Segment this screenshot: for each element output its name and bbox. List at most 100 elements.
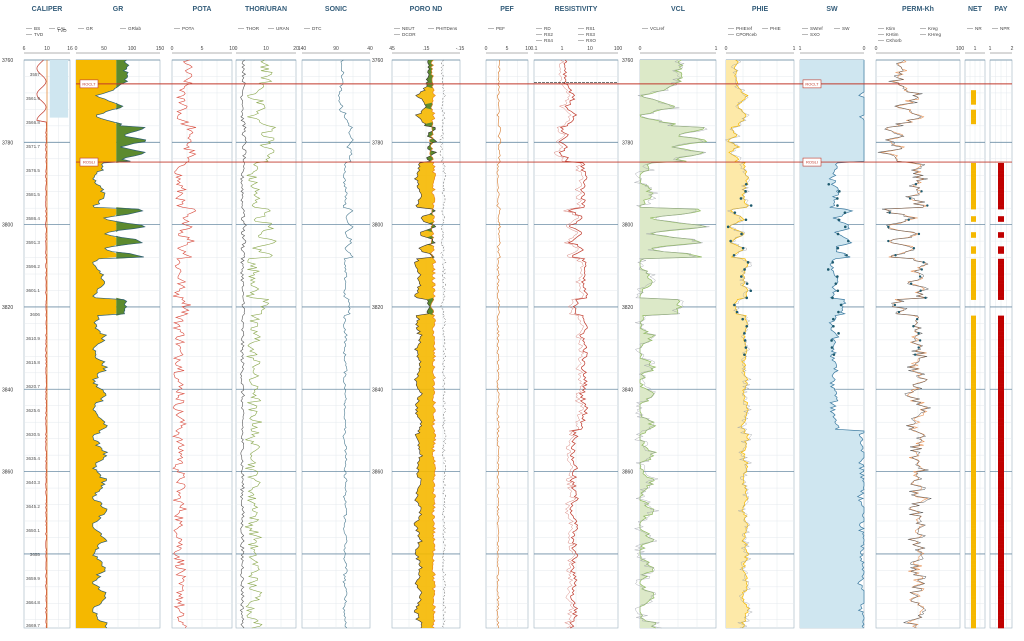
pay-flag xyxy=(998,567,1004,570)
net-flag xyxy=(971,436,976,439)
net-flag xyxy=(971,354,976,357)
net-flag xyxy=(971,411,976,414)
net-flag xyxy=(971,505,976,508)
net-flag xyxy=(971,170,976,173)
core-porosity-point xyxy=(732,253,736,257)
pota-curve xyxy=(172,59,197,629)
net-flag xyxy=(971,537,976,540)
net-flag xyxy=(971,610,976,613)
scale-label: 150 xyxy=(156,46,165,52)
pay-flag xyxy=(998,328,1004,331)
net-flag xyxy=(971,580,976,583)
scale-label: 1 xyxy=(989,46,992,52)
core-porosity-point xyxy=(741,317,744,321)
pay-flag xyxy=(998,446,1004,450)
pay-flag xyxy=(998,340,1004,343)
pay-flag xyxy=(998,533,1004,536)
net-flag xyxy=(971,441,976,444)
pay-flag xyxy=(998,491,1004,494)
net-flag xyxy=(971,477,976,480)
pay-flag xyxy=(998,470,1004,473)
pay-flag xyxy=(998,620,1004,623)
dtc-curve xyxy=(338,59,354,629)
thor-curve xyxy=(244,59,277,629)
net-flag xyxy=(971,194,976,197)
pay-flag xyxy=(998,189,1004,192)
sw-curve xyxy=(828,60,865,629)
legend-label-rs3: RS3 xyxy=(586,32,595,37)
core-sw-point xyxy=(843,211,847,214)
legend-label-npr: NPR xyxy=(1000,26,1010,31)
core-sw-point xyxy=(831,317,835,321)
net-flag xyxy=(971,322,976,325)
net-flag xyxy=(971,457,976,460)
net-flag xyxy=(971,620,976,623)
legend-label-rd: RD xyxy=(544,26,551,31)
net-flag xyxy=(971,551,976,554)
net-flag xyxy=(971,164,976,167)
net-flag xyxy=(971,535,976,538)
core-porosity-point xyxy=(744,346,748,349)
net-flag xyxy=(971,617,976,620)
legend-label-tvd: TVD xyxy=(34,32,44,37)
net-flag xyxy=(971,122,976,125)
pay-flag xyxy=(998,466,1004,469)
net-flag xyxy=(971,344,976,347)
pay-flag xyxy=(998,297,1004,300)
net-flag xyxy=(971,246,976,249)
net-flag xyxy=(971,196,976,199)
net-flag xyxy=(971,296,976,299)
net-flag xyxy=(971,260,976,263)
net-flag xyxy=(971,446,976,450)
net-flag xyxy=(971,102,976,105)
pay-flag xyxy=(998,601,1004,604)
track-title-pota: POTA xyxy=(193,6,212,13)
pay-flag xyxy=(998,459,1004,462)
net-flag xyxy=(971,613,976,616)
depth-tick-label: 3860 xyxy=(622,470,633,476)
pay-flag xyxy=(998,372,1004,375)
zone-label-box xyxy=(79,157,99,167)
pay-flag xyxy=(998,345,1004,348)
pay-flag xyxy=(998,489,1004,492)
pay-flag xyxy=(998,503,1004,506)
depth-tick-label: 3820 xyxy=(622,305,633,311)
scale-label: 1 xyxy=(799,46,802,52)
net-flag xyxy=(971,420,976,423)
pay-flag xyxy=(998,288,1004,292)
net-flag xyxy=(971,606,976,609)
net-flag xyxy=(971,422,976,425)
pay-flag xyxy=(998,525,1004,528)
pay-flag xyxy=(998,388,1004,391)
zone-label: ROCLT xyxy=(82,81,96,86)
pay-flag xyxy=(998,415,1004,418)
scale-label: 10 xyxy=(587,46,593,52)
pay-flag xyxy=(998,494,1004,497)
net-flag xyxy=(971,558,976,561)
pay-flag xyxy=(998,354,1004,357)
pay-flag xyxy=(998,477,1004,480)
neut-curve xyxy=(413,59,438,629)
pay-flag xyxy=(998,510,1004,513)
core-perm-point xyxy=(897,310,901,314)
net-flag xyxy=(971,443,976,446)
scale-label: 40 xyxy=(367,46,373,52)
core-sw-point xyxy=(826,268,830,271)
pay-flag xyxy=(998,521,1004,524)
net-flag xyxy=(971,372,976,375)
pay-flag xyxy=(998,486,1004,489)
net-flag xyxy=(971,189,976,192)
net-flag xyxy=(971,475,976,478)
tvd-label: 3664.8 xyxy=(26,600,40,605)
core-sw-point xyxy=(838,190,841,193)
core-perm-point xyxy=(887,225,890,229)
pay-flag xyxy=(998,555,1004,558)
net-flag xyxy=(971,162,976,166)
gr-sand-fill xyxy=(76,60,117,628)
net-flag xyxy=(971,406,976,409)
net-flag xyxy=(971,370,976,373)
core-porosity-point xyxy=(744,190,747,193)
net-flag xyxy=(971,439,976,442)
pay-flag xyxy=(998,338,1004,341)
